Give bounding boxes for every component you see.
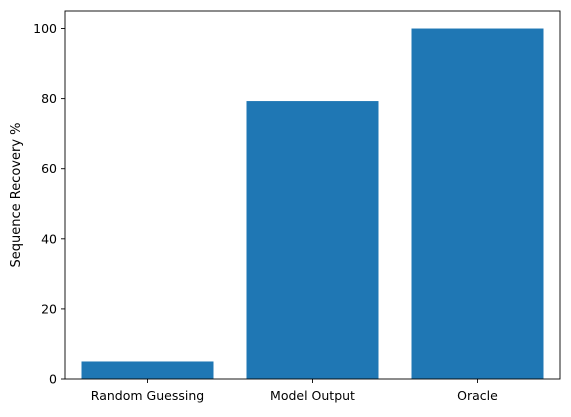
y-tick-label: 60: [41, 161, 57, 176]
plot-frame: [64, 10, 561, 380]
bar-oracle: [411, 28, 544, 380]
y-axis-ticks: 0 20 40 60 80 100: [33, 21, 65, 387]
x-tick-label: Oracle: [457, 388, 498, 403]
bar-random-guessing: [81, 361, 214, 379]
x-tick-label: Model Output: [270, 388, 355, 403]
y-tick-label: 100: [33, 21, 57, 36]
y-tick-label: 20: [41, 301, 57, 316]
bars-group: [81, 28, 544, 380]
x-tick-label: Random Guessing: [91, 388, 204, 403]
y-tick-label: 0: [49, 372, 57, 387]
y-tick-label: 40: [41, 231, 57, 246]
y-tick-label: 80: [41, 91, 57, 106]
x-axis-ticks: Random Guessing Model Output Oracle: [91, 379, 498, 403]
y-axis-label: Sequence Recovery %: [9, 122, 24, 267]
bar-model-output: [246, 101, 379, 379]
